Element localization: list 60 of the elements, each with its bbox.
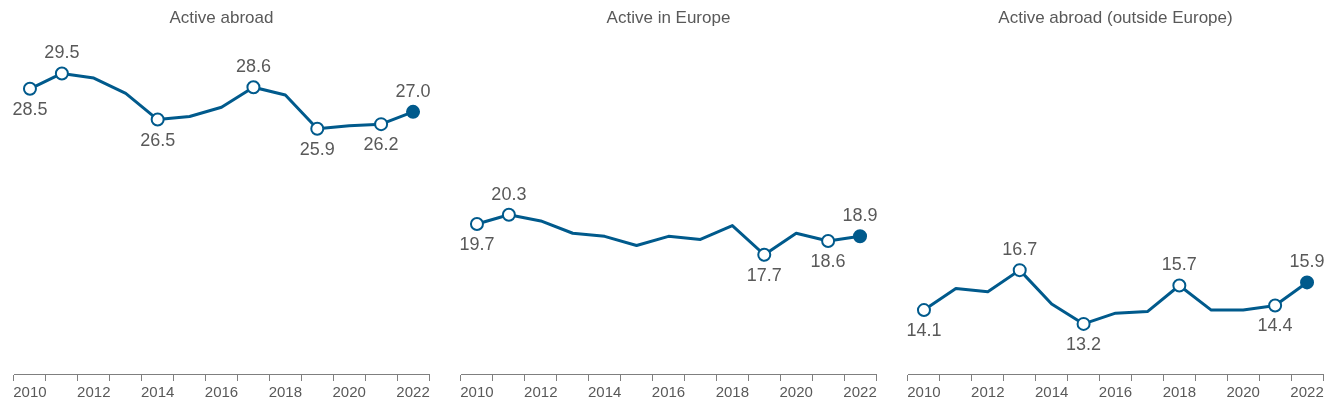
point bbox=[1268, 298, 1283, 313]
x-tick-label: 2018 bbox=[268, 383, 303, 401]
x-tick-label: 2010 bbox=[460, 383, 494, 401]
x-tick-label: 2014 bbox=[140, 383, 175, 401]
data-label: 18.9 bbox=[842, 205, 878, 226]
x-tick-label: 2012 bbox=[524, 383, 558, 401]
data-label: 15.9 bbox=[1289, 251, 1325, 272]
x-tick-label: 2020 bbox=[1226, 383, 1260, 401]
x-tick-label: 2016 bbox=[651, 383, 686, 401]
data-label: 25.9 bbox=[299, 138, 335, 159]
point bbox=[22, 81, 37, 96]
point bbox=[1172, 278, 1187, 293]
point bbox=[916, 303, 931, 318]
data-label: 15.7 bbox=[1161, 254, 1197, 275]
point bbox=[150, 112, 165, 127]
point bbox=[853, 229, 868, 244]
x-tick-label: 2014 bbox=[587, 383, 622, 401]
x-tick-label: 2012 bbox=[77, 383, 111, 401]
x-tick-label: 2022 bbox=[396, 383, 430, 401]
x-tick-label: 2010 bbox=[13, 383, 47, 401]
x-tick-label: 2020 bbox=[332, 383, 366, 401]
x-tick-label: 2016 bbox=[204, 383, 239, 401]
point bbox=[1012, 263, 1027, 278]
point bbox=[821, 233, 836, 248]
chart-title: Active abroad bbox=[169, 7, 274, 27]
point bbox=[469, 217, 484, 232]
point bbox=[406, 104, 421, 119]
chart-title: Active in Europe bbox=[606, 7, 731, 27]
point bbox=[310, 121, 325, 136]
data-label: 26.2 bbox=[363, 134, 399, 155]
data-label: 14.1 bbox=[906, 320, 942, 341]
data-label: 28.5 bbox=[12, 98, 48, 119]
data-label: 17.7 bbox=[746, 264, 782, 285]
point bbox=[1076, 316, 1091, 331]
x-tick-label: 2022 bbox=[1290, 383, 1324, 401]
x-tick-label: 2014 bbox=[1034, 383, 1069, 401]
x-tick-label: 2022 bbox=[843, 383, 877, 401]
data-label: 19.7 bbox=[459, 234, 495, 254]
data-label: 26.5 bbox=[140, 129, 176, 150]
data-label: 13.2 bbox=[1066, 333, 1102, 354]
point bbox=[54, 66, 69, 81]
point bbox=[1300, 275, 1315, 290]
point bbox=[757, 247, 772, 262]
data-label: 28.6 bbox=[235, 56, 271, 77]
x-tick-label: 2016 bbox=[1098, 383, 1133, 401]
data-label: 14.4 bbox=[1257, 315, 1293, 336]
data-label: 20.3 bbox=[491, 183, 527, 204]
x-tick-label: 2010 bbox=[907, 383, 941, 401]
x-tick-label: 2020 bbox=[779, 383, 813, 401]
x-tick-label: 2018 bbox=[715, 383, 750, 401]
point bbox=[501, 207, 516, 222]
point bbox=[246, 80, 261, 95]
data-label: 16.7 bbox=[1002, 239, 1038, 260]
data-label: 18.6 bbox=[810, 250, 846, 271]
x-tick-label: 2018 bbox=[1162, 383, 1197, 401]
data-label: 27.0 bbox=[395, 80, 431, 101]
x-tick-label: 2012 bbox=[971, 383, 1005, 401]
point bbox=[374, 117, 389, 132]
chart-title: Active abroad (outside Europe) bbox=[998, 7, 1233, 27]
data-label: 29.5 bbox=[44, 42, 80, 63]
